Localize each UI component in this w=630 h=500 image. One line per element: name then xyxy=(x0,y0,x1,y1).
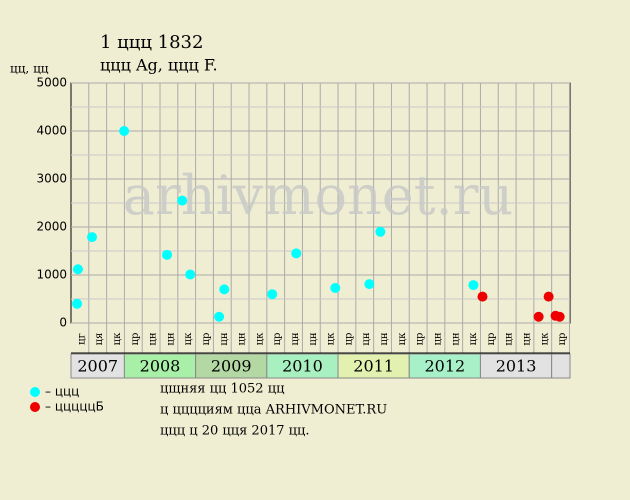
note: ц цццциям цца ARHIVMONET.RU xyxy=(160,403,387,418)
column-label: цк xyxy=(112,332,123,345)
column-label: цн xyxy=(521,332,532,345)
legend-marker xyxy=(30,402,40,412)
point xyxy=(72,264,83,275)
y-tick-label: 5000 xyxy=(36,76,67,90)
column-label: цр xyxy=(486,333,497,346)
point xyxy=(119,126,130,136)
point xyxy=(162,249,173,260)
y-tick-label: 4000 xyxy=(36,124,67,138)
point xyxy=(72,298,83,309)
point xyxy=(267,289,278,300)
year-cell xyxy=(479,353,553,379)
year-label: 2007 xyxy=(77,357,118,376)
year-label: 2009 xyxy=(211,357,252,376)
column-label: цк xyxy=(468,332,479,345)
column-label: цн xyxy=(361,332,372,345)
column-label: цк xyxy=(183,332,194,345)
year-cell xyxy=(337,353,410,379)
column-label: цр xyxy=(415,333,426,346)
year-cell xyxy=(266,353,339,379)
point xyxy=(87,232,98,243)
legend-marker xyxy=(30,387,40,397)
column-label: цн xyxy=(165,332,176,345)
year-label: 2008 xyxy=(140,357,181,376)
note: цщняя цц 1052 цц xyxy=(160,382,284,397)
column-label: цн xyxy=(148,332,159,345)
watermark: arhivmonet.ru xyxy=(123,164,513,227)
column-label: цн xyxy=(219,332,230,345)
column-label: цн xyxy=(450,332,461,345)
column-label: цр xyxy=(130,333,141,346)
legend-label: – ццц xyxy=(45,385,79,399)
column-label: цр xyxy=(201,333,212,346)
point xyxy=(543,291,554,302)
y-tick-label: 1000 xyxy=(36,268,67,282)
point xyxy=(477,291,488,302)
column-label: цн xyxy=(237,332,248,345)
point xyxy=(330,282,341,293)
note: ццц ц 20 цця 2017 цц. xyxy=(160,424,310,439)
column-label: цн xyxy=(379,332,390,345)
y-tick-label: 2000 xyxy=(36,220,67,234)
legend-label: – цццццБ xyxy=(45,400,104,414)
column-label: цр xyxy=(272,333,283,346)
point xyxy=(468,280,479,291)
point xyxy=(291,248,302,259)
point xyxy=(554,311,565,322)
chart-subtitle: ццц Ag, ццц F. xyxy=(100,56,218,75)
column-label: цн xyxy=(290,332,301,345)
column-label: цн xyxy=(432,332,443,345)
column-label: цр xyxy=(557,333,568,346)
year-cell xyxy=(408,353,481,379)
year-label: 2011 xyxy=(353,357,394,376)
y-tick-label: 0 xyxy=(59,316,67,330)
point xyxy=(364,279,375,290)
y-tick-label: 3000 xyxy=(36,172,67,186)
column-label: цн xyxy=(308,332,319,345)
year-cell-empty xyxy=(551,353,571,379)
column-label: цк xyxy=(397,332,408,345)
year-label: 2012 xyxy=(424,357,465,376)
point xyxy=(219,284,230,295)
column-label: цр xyxy=(343,333,354,346)
point xyxy=(214,311,225,322)
column-label: цн xyxy=(504,332,515,345)
column-label: цк xyxy=(254,332,265,345)
year-label: 2013 xyxy=(496,357,537,376)
point xyxy=(533,311,544,322)
column-label: цк xyxy=(539,332,550,345)
point xyxy=(185,269,196,280)
column-label: цг xyxy=(76,333,87,345)
point xyxy=(375,226,386,237)
point xyxy=(177,195,188,206)
year-cell xyxy=(123,353,197,379)
column-label: ця xyxy=(94,333,105,346)
column-label: цк xyxy=(326,332,337,345)
y-axis-label: цц, цц xyxy=(10,62,49,76)
chart-title: 1 ццц 1832 xyxy=(100,32,203,53)
year-label: 2010 xyxy=(282,357,323,376)
